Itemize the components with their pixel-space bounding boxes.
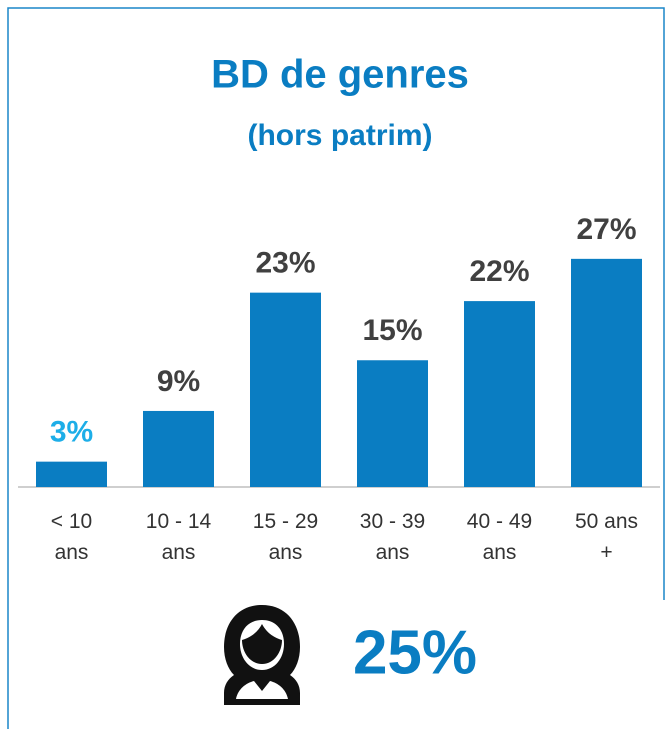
x-tick-label: 30 - 39 ans [359, 510, 426, 564]
frame [7, 7, 665, 729]
x-tick-label: 50 ans + [574, 510, 639, 564]
x-tick-label: 15 - 29 ans [252, 510, 319, 564]
bar [357, 360, 428, 487]
woman-icon [224, 605, 300, 705]
bar [143, 410, 214, 487]
bar [36, 461, 107, 487]
bar [464, 301, 535, 487]
chart-title: BD de genres [211, 53, 469, 97]
value-label: 15% [362, 314, 422, 347]
value-label: 9% [157, 365, 200, 398]
value-label: 3% [50, 416, 93, 449]
annotation: 25% [353, 618, 477, 687]
x-tick-label: 10 - 14 ans [145, 510, 212, 564]
x-tick-label: 40 - 49 ans [466, 510, 533, 564]
x-tick-label: < 10 ans [50, 510, 93, 564]
value-label: 22% [469, 255, 529, 288]
value-label: 23% [255, 247, 315, 280]
bar [571, 258, 642, 487]
bar [250, 292, 321, 487]
chart-subtitle: (hors patrim) [247, 119, 432, 152]
value-label: 27% [576, 213, 636, 246]
